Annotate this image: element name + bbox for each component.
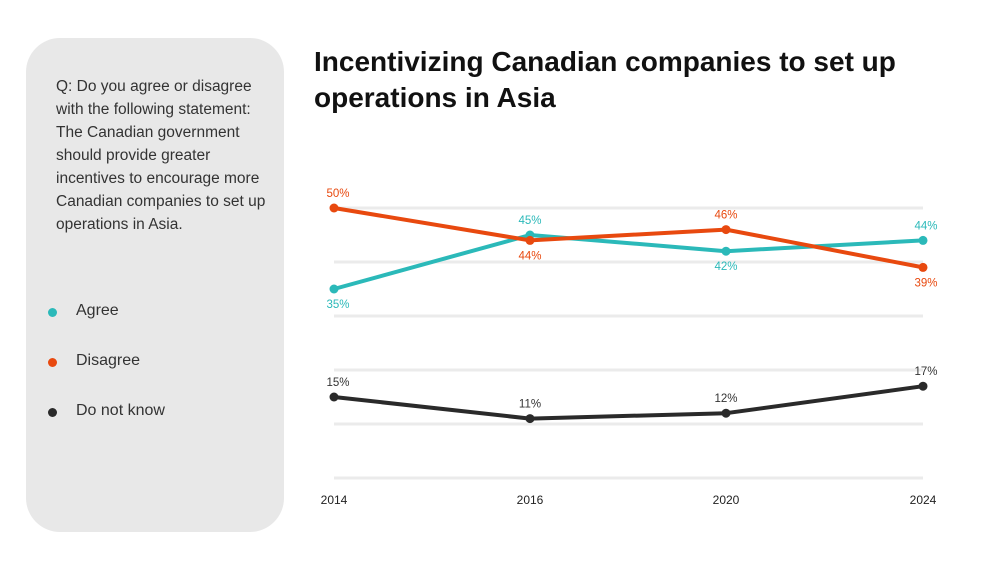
data-label: 17%	[914, 366, 937, 378]
x-tick-label: 2024	[910, 493, 937, 507]
legend-marker-disagree	[48, 358, 57, 367]
data-label: 45%	[518, 215, 541, 227]
data-label: 46%	[714, 210, 737, 222]
data-label: 39%	[914, 277, 937, 289]
legend-label-do-not-know: Do not know	[76, 402, 165, 419]
data-point	[721, 246, 731, 256]
data-point	[329, 203, 339, 213]
data-point	[721, 225, 731, 235]
data-point	[329, 392, 339, 402]
survey-question: Q: Do you agree or disagree with the fol…	[56, 78, 266, 233]
series-line-do-not-know	[332, 384, 925, 421]
data-label: 35%	[326, 299, 349, 311]
legend-label-disagree: Disagree	[76, 352, 141, 369]
chart-title: Incentivizing Canadian companies to set …	[314, 46, 896, 113]
data-label: 44%	[518, 250, 541, 262]
series-line-agree	[332, 233, 925, 291]
data-point	[721, 408, 731, 418]
data-label: 11%	[519, 399, 541, 411]
data-label: 12%	[714, 393, 737, 405]
question-panel: Q: Do you agree or disagree with the fol…	[26, 38, 284, 532]
data-point	[329, 284, 339, 294]
data-point	[918, 235, 928, 245]
data-label: 50%	[326, 188, 349, 200]
data-point	[918, 381, 928, 391]
x-tick-label: 2014	[321, 493, 348, 507]
legend-label-agree: Agree	[76, 302, 119, 319]
data-point	[525, 414, 535, 424]
x-tick-label: 2020	[713, 493, 740, 507]
legend-marker-agree	[48, 308, 57, 317]
data-label: 44%	[914, 220, 937, 232]
data-label: 42%	[714, 261, 737, 273]
x-tick-label: 2016	[517, 493, 544, 507]
data-label: 15%	[326, 377, 349, 389]
series-line-disagree	[332, 206, 925, 270]
legend-marker-do-not-know	[48, 408, 57, 417]
data-point	[918, 262, 928, 272]
data-point	[525, 235, 535, 245]
